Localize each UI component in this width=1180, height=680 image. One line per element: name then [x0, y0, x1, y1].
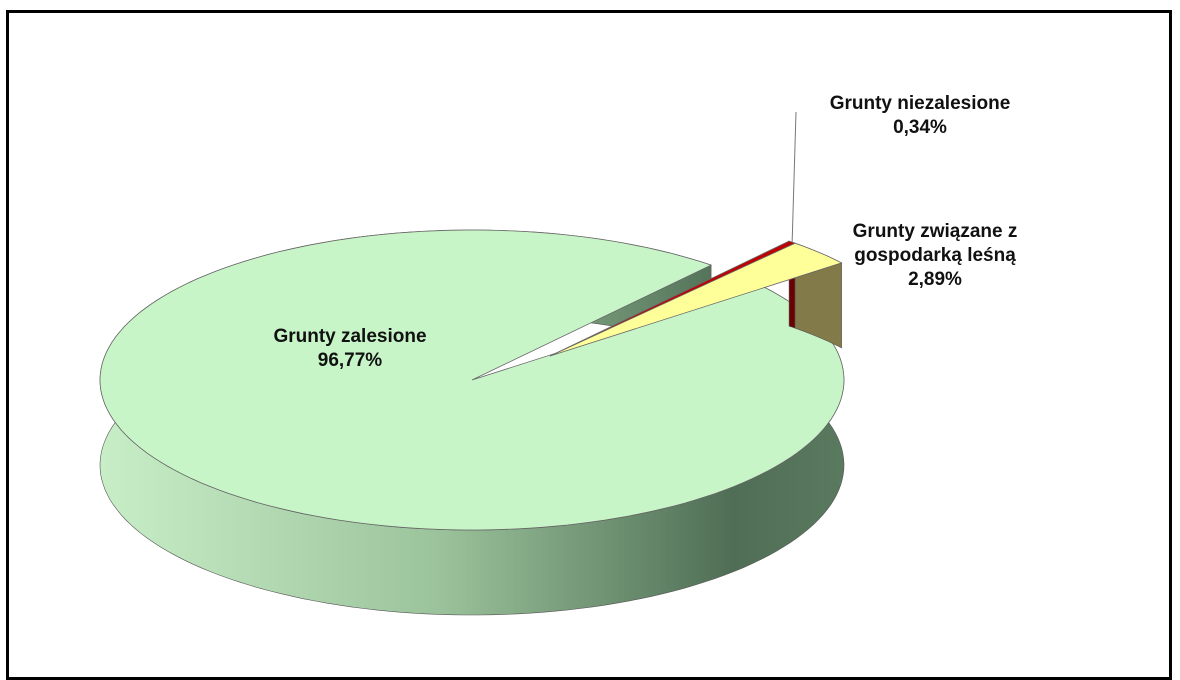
- value-label: 2,89%: [908, 269, 962, 290]
- value-label: 96,77%: [317, 350, 383, 371]
- slice-label: Grunty niezalesione 0,34%: [770, 92, 1070, 140]
- leader-line: [791, 111, 797, 243]
- slice: [549, 242, 843, 357]
- category-label: Grunty niezalesione: [829, 93, 1011, 114]
- category-label: Grunty związane z gospodarką leśną: [852, 221, 1018, 266]
- category-label: Grunty zalesione: [273, 326, 427, 347]
- slice-label: Grunty zalesione 96,77%: [200, 325, 500, 373]
- value-label: 0,34%: [893, 117, 947, 138]
- slice: [99, 229, 845, 531]
- slice-label: Grunty związane z gospodarką leśną 2,89%: [830, 220, 1040, 292]
